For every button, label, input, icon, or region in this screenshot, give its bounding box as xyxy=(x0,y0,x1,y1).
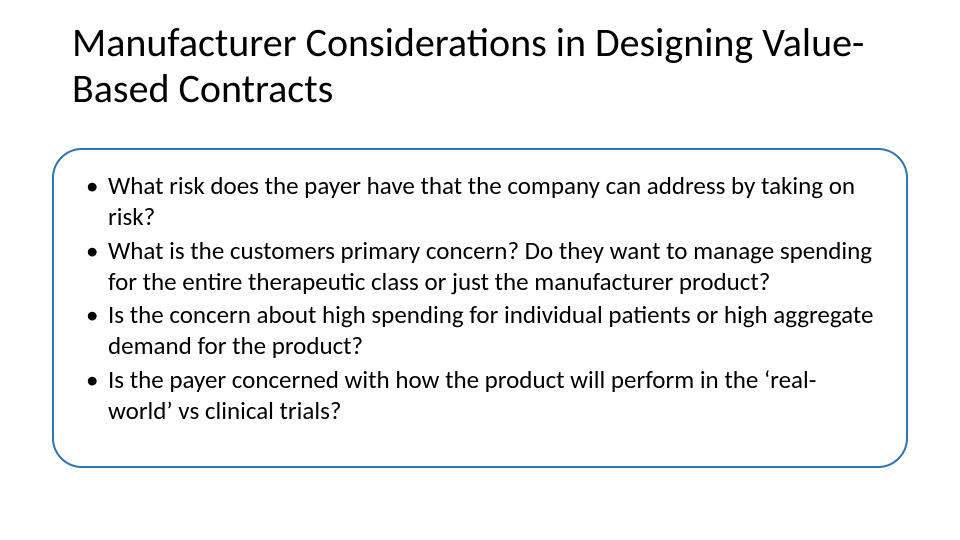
list-item: Is the concern about high spending for i… xyxy=(86,299,878,362)
list-item: What risk does the payer have that the c… xyxy=(86,170,878,233)
bullet-list: What risk does the payer have that the c… xyxy=(86,170,878,426)
slide-title: Manufacturer Considerations in Designing… xyxy=(72,20,892,112)
list-item: What is the customers primary concern? D… xyxy=(86,235,878,298)
list-item: Is the payer concerned with how the prod… xyxy=(86,364,878,427)
content-box: What risk does the payer have that the c… xyxy=(52,148,908,468)
slide: Manufacturer Considerations in Designing… xyxy=(0,0,960,540)
